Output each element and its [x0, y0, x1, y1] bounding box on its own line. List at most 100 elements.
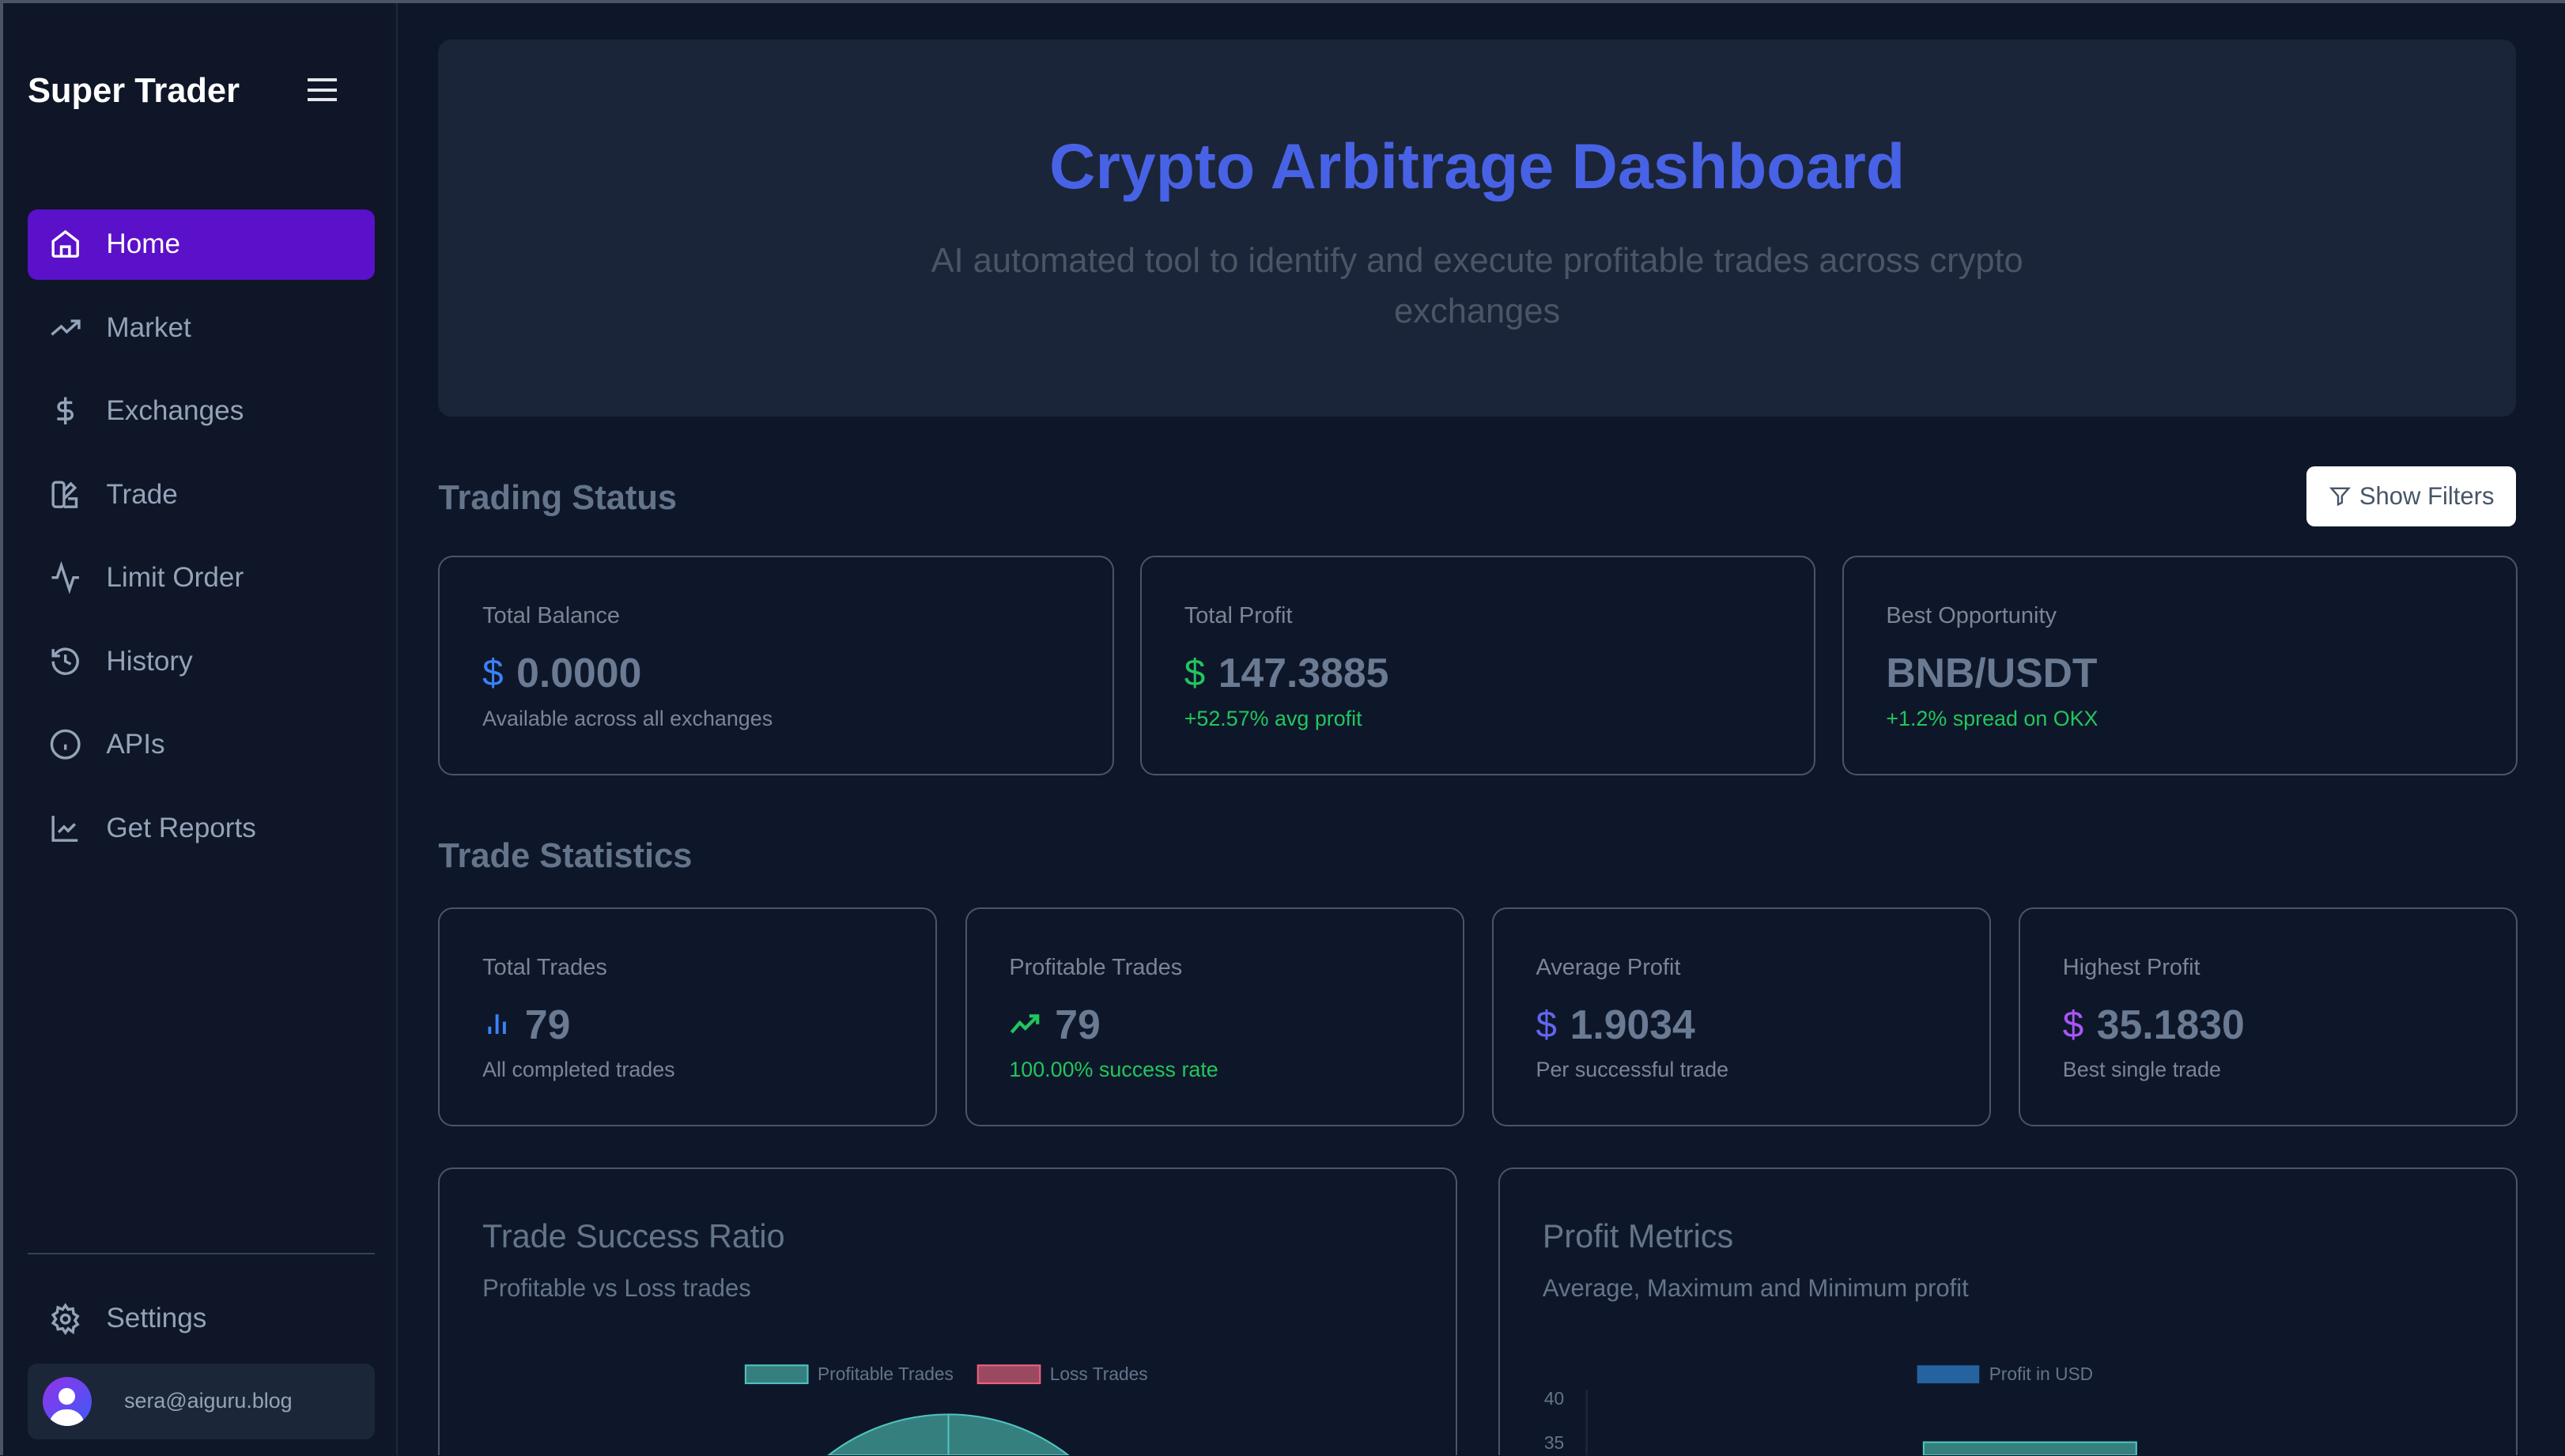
dollar-icon: $: [2062, 1003, 2084, 1046]
sidebar-item-exchanges[interactable]: Exchanges: [28, 376, 375, 447]
sidebar-item-label: Get Reports: [106, 812, 256, 843]
bar[interactable]: [1922, 1441, 2137, 1456]
card-subtext: Available across all exchanges: [482, 706, 773, 730]
show-filters-button[interactable]: Show Filters: [2306, 466, 2516, 527]
average-profit-card: Average Profit $1.9034 Per successful tr…: [1491, 907, 1991, 1127]
total-profit-value: 147.3885: [1218, 650, 1389, 696]
dollar-icon: [57, 397, 74, 425]
pie-chart: Profitable Trades Loss Trades: [745, 1364, 1148, 1456]
user-profile[interactable]: sera@aiguru.blog: [28, 1364, 375, 1439]
profit-metrics-card: Profit Metrics Average, Maximum and Mini…: [1498, 1167, 2518, 1456]
history-icon: [51, 647, 79, 675]
sidebar-item-home[interactable]: Home: [28, 209, 375, 280]
y-tick-label: 40: [1544, 1388, 1564, 1409]
sidebar-item-label: History: [106, 645, 193, 677]
page-title: Crypto Arbitrage Dashboard: [1049, 131, 1906, 203]
card-subtext: +1.2% spread on OKX: [1886, 706, 2098, 730]
chart-subtitle: Average, Maximum and Minimum profit: [1542, 1273, 1969, 1302]
chart-title: Profit Metrics: [1542, 1218, 1734, 1255]
sidebar-nav: Home Market Exchanges Trade Limit Order …: [28, 209, 375, 877]
sidebar-item-get-reports[interactable]: Get Reports: [28, 793, 375, 863]
sidebar-item-limit-order[interactable]: Limit Order: [28, 543, 375, 613]
profitable-trades-value: 79: [1055, 1001, 1101, 1048]
dollar-icon: $: [482, 651, 504, 694]
trending-up-icon: [1009, 1008, 1041, 1040]
trending-up-icon: [51, 319, 81, 336]
card-label: Total Profit: [1184, 603, 1293, 629]
dollar-icon: $: [1184, 651, 1206, 694]
highest-profit-value: 35.1830: [2096, 1001, 2245, 1048]
chart-title: Trade Success Ratio: [482, 1218, 785, 1255]
total-balance-value: 0.0000: [516, 650, 642, 696]
legend-swatch-profitable[interactable]: [745, 1364, 809, 1385]
sidebar-item-label: Settings: [106, 1303, 207, 1334]
card-label: Total Trades: [482, 955, 607, 981]
legend-label-loss: Loss Trades: [1050, 1364, 1148, 1384]
sidebar-item-trade[interactable]: Trade: [28, 459, 375, 530]
info-icon: [50, 730, 81, 760]
y-tick-label: 35: [1544, 1432, 1564, 1453]
legend-swatch-loss[interactable]: [977, 1364, 1041, 1385]
card-subtext: All completed trades: [482, 1058, 675, 1082]
sidebar-item-label: Exchanges: [106, 395, 244, 427]
hamburger-menu-icon[interactable]: [307, 78, 338, 102]
card-label: Profitable Trades: [1009, 955, 1183, 981]
card-value: $1.9034: [1536, 1001, 1695, 1048]
sidebar-item-label: Home: [106, 228, 181, 260]
card-label: Highest Profit: [2062, 955, 2200, 981]
card-value: 79: [482, 1001, 570, 1048]
card-value: BNB/USDT: [1886, 650, 2098, 696]
dollar-icon: $: [1536, 1003, 1558, 1046]
profitable-trades-card: Profitable Trades 79 100.00% success rat…: [965, 907, 1464, 1127]
sidebar-item-label: Trade: [106, 478, 178, 510]
wallet-icon: [51, 481, 78, 508]
card-subtext: Per successful trade: [1536, 1058, 1729, 1082]
sidebar-item-label: Market: [106, 311, 191, 343]
card-label: Total Balance: [482, 603, 620, 629]
sidebar-divider: [28, 1252, 375, 1254]
sidebar: Super Trader Home Market Exchanges Trade…: [3, 3, 398, 1456]
avatar: [42, 1376, 92, 1427]
card-label: Average Profit: [1536, 955, 1681, 981]
bar-chart: Profit in USD 40 35: [1544, 1364, 2137, 1456]
user-email: sera@aiguru.blog: [124, 1389, 293, 1413]
sidebar-item-label: APIs: [106, 729, 165, 760]
trading-status-heading: Trading Status: [438, 479, 678, 518]
hero-banner: Crypto Arbitrage Dashboard AI automated …: [438, 39, 2516, 417]
total-trades-value: 79: [524, 1001, 571, 1048]
card-label: Best Opportunity: [1886, 603, 2057, 629]
card-subtext: Best single trade: [2062, 1058, 2221, 1082]
gear-icon: [51, 1303, 80, 1335]
main-content: Crypto Arbitrage Dashboard AI automated …: [438, 3, 2565, 1456]
trade-statistics-heading: Trade Statistics: [438, 837, 693, 876]
show-filters-label: Show Filters: [2359, 481, 2495, 510]
card-value: $0.0000: [482, 649, 641, 696]
brand-title: Super Trader: [28, 71, 240, 110]
sidebar-item-apis[interactable]: APIs: [28, 710, 375, 780]
card-subtext: +52.57% avg profit: [1184, 706, 1362, 730]
total-trades-card: Total Trades 79 All completed trades: [438, 907, 938, 1127]
card-value: $147.3885: [1184, 649, 1389, 696]
highest-profit-card: Highest Profit $35.1830 Best single trad…: [2018, 907, 2518, 1127]
bar-chart-icon: [482, 1009, 512, 1039]
chart-subtitle: Profitable vs Loss trades: [482, 1273, 751, 1302]
home-icon: [51, 230, 79, 258]
card-value: 79: [1009, 1001, 1101, 1048]
activity-icon: [51, 561, 79, 594]
card-value: $35.1830: [2063, 1001, 2245, 1048]
best-opportunity-card: Best Opportunity BNB/USDT +1.2% spread o…: [1842, 556, 2518, 775]
card-subtext: 100.00% success rate: [1009, 1058, 1218, 1082]
sidebar-item-settings[interactable]: Settings: [28, 1284, 375, 1354]
average-profit-value: 1.9034: [1570, 1001, 1695, 1048]
legend-label-profitable: Profitable Trades: [818, 1364, 954, 1384]
legend-label-profit: Profit in USD: [1989, 1364, 2093, 1384]
filter-icon: [2329, 487, 2351, 507]
sidebar-item-market[interactable]: Market: [28, 292, 375, 363]
sidebar-item-label: Limit Order: [106, 562, 244, 594]
total-profit-card: Total Profit $147.3885 +52.57% avg profi…: [1139, 556, 1816, 775]
sidebar-settings: Settings: [28, 1284, 375, 1367]
trade-success-ratio-card: Trade Success Ratio Profitable vs Loss t…: [438, 1167, 1458, 1456]
sidebar-item-history[interactable]: History: [28, 626, 375, 696]
legend-swatch-profit[interactable]: [1917, 1365, 1980, 1384]
